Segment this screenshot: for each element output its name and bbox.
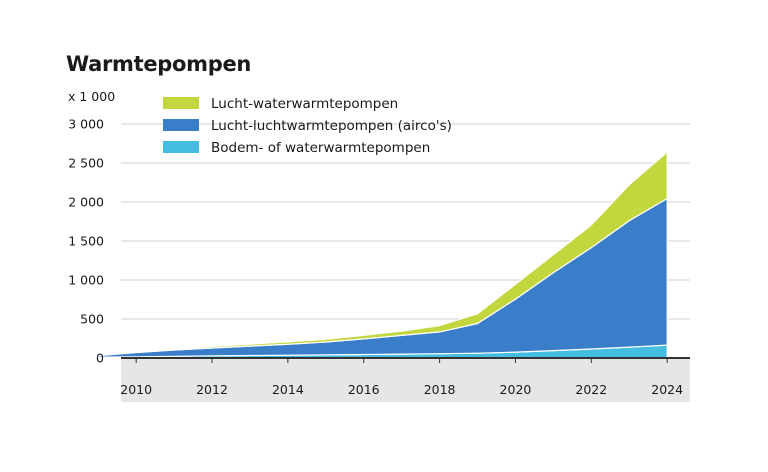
legend: Lucht-waterwarmtepompen Lucht-luchtwarmte… bbox=[163, 96, 452, 156]
legend-swatch bbox=[163, 119, 199, 131]
x-tick-label: 2024 bbox=[651, 382, 683, 397]
area-series-2 bbox=[97, 151, 668, 357]
legend-label: Lucht-waterwarmtepompen bbox=[211, 96, 398, 112]
legend-label: Bodem- of waterwarmtepompen bbox=[211, 140, 430, 156]
x-axis-band bbox=[121, 358, 690, 402]
x-tick-label: 2018 bbox=[424, 382, 456, 397]
x-tick-label: 2020 bbox=[500, 382, 532, 397]
y-tick-label: 2 500 bbox=[68, 156, 104, 171]
y-tick-label: 1 500 bbox=[68, 234, 104, 249]
y-tick-label: 500 bbox=[80, 312, 104, 327]
x-tick-label: 2012 bbox=[196, 382, 228, 397]
y-unit-label: x 1 000 bbox=[68, 89, 115, 104]
x-ticks: 2010 2012 2014 2016 2018 2020 2022 2024 bbox=[120, 358, 683, 397]
y-tick-label: 1 000 bbox=[68, 273, 104, 288]
legend-swatch bbox=[163, 141, 199, 153]
x-tick-label: 2010 bbox=[120, 382, 152, 397]
y-tick-label: 2 000 bbox=[68, 195, 104, 210]
x-tick-label: 2016 bbox=[348, 382, 380, 397]
y-tick-label: 0 bbox=[96, 351, 104, 366]
y-tick-labels: 0 500 1 000 1 500 2 000 2 500 3 000 bbox=[68, 117, 104, 366]
y-tick-label: 3 000 bbox=[68, 117, 104, 132]
x-tick-label: 2022 bbox=[575, 382, 607, 397]
chart-title: Warmtepompen bbox=[66, 52, 252, 76]
legend-label: Lucht-luchtwarmtepompen (airco's) bbox=[211, 118, 452, 134]
area-series bbox=[97, 151, 668, 359]
legend-swatch bbox=[163, 97, 199, 109]
x-tick-label: 2014 bbox=[272, 382, 304, 397]
